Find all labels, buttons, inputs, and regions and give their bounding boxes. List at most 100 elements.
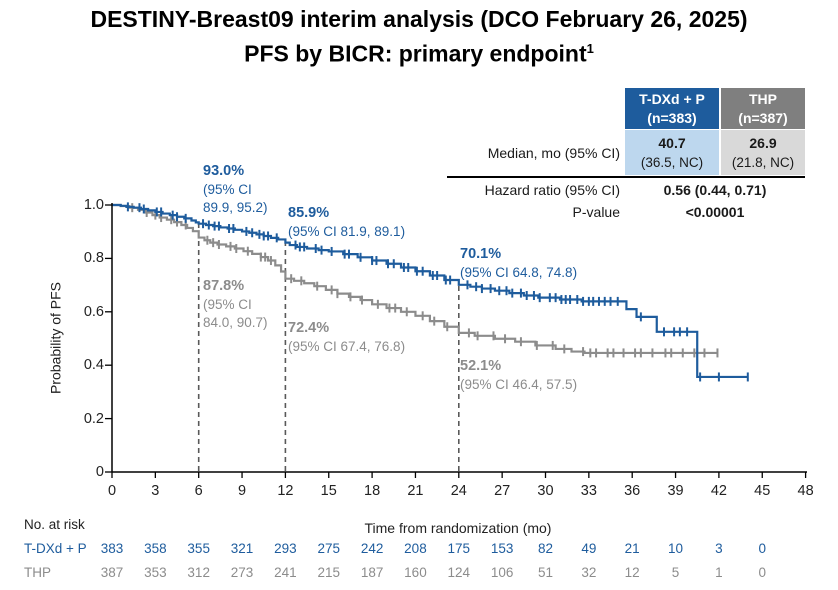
landmark-annotation-thp-6mo: 87.8% (95% CI 84.0, 90.7): [203, 277, 268, 332]
x-tick-label: 0: [107, 483, 117, 499]
title-line2: PFS by BICR: primary endpoint1: [0, 34, 838, 69]
x-tick-label: 21: [407, 483, 424, 499]
landmark-rate: 87.8%: [203, 278, 245, 294]
risk-count: 275: [317, 541, 341, 556]
x-tick-label: 33: [580, 483, 597, 499]
y-tick-label: 0.8: [83, 250, 104, 267]
risk-count: 32: [581, 565, 597, 580]
risk-count: 82: [537, 541, 554, 556]
y-tick-label: 0.2: [83, 410, 104, 427]
p-value-value: <0.00001: [685, 204, 745, 220]
landmark-ci: 89.9, 95.2): [203, 200, 268, 215]
median-value-tdxd: 40.7 (36.5, NC): [625, 130, 719, 175]
median-value-tdxd-main: 40.7: [658, 134, 686, 151]
risk-count: 51: [537, 565, 554, 580]
landmark-rate: 70.1%: [460, 246, 502, 262]
title-line2-text: PFS by BICR: primary endpoint: [244, 40, 587, 67]
risk-count: 0: [758, 565, 766, 580]
median-value-thp: 26.9 (21.8, NC): [721, 130, 805, 175]
y-axis-label: Probability of PFS: [47, 281, 64, 395]
risk-count: 1: [715, 565, 723, 580]
title-line1: DESTINY-Breast09 interim analysis (DCO F…: [90, 6, 748, 32]
risk-count: 312: [187, 565, 210, 580]
x-tick-label: 6: [194, 483, 203, 499]
risk-count: 387: [100, 565, 124, 580]
km-curve-thp: [112, 203, 718, 355]
landmark-annotation-thp-24mo: 52.1% (95% CI 46.4, 57.5): [460, 357, 577, 394]
risk-count: 242: [360, 541, 384, 556]
landmark-rate: 52.1%: [460, 358, 502, 374]
slide-title: DESTINY-Breast09 interim analysis (DCO F…: [0, 5, 838, 69]
landmark-rate: 72.4%: [288, 320, 330, 336]
hazard-ratio-label: Hazard ratio (95% CI): [484, 182, 620, 198]
risk-table-heading: No. at risk: [24, 517, 85, 532]
x-tick-label: 42: [710, 483, 727, 499]
landmark-ci: (95% CI: [203, 297, 252, 312]
landmark-ci: (95% CI 81.9, 89.1): [288, 224, 406, 239]
landmark-ci: (95% CI 64.8, 74.8): [460, 265, 578, 280]
risk-count: 49: [581, 541, 597, 556]
median-value-thp-main: 26.9: [749, 134, 777, 151]
p-value-label: P-value: [572, 204, 620, 220]
risk-count: 208: [404, 541, 427, 556]
summary-table-divider: [447, 176, 805, 178]
x-axis-label: Time from randomization (mo): [364, 520, 552, 536]
summary-header-thp-n: (n=387): [738, 109, 788, 126]
x-tick-label: 3: [151, 483, 160, 499]
y-tick-label: 1.0: [83, 197, 104, 213]
landmark-ci: (95% CI: [203, 182, 252, 197]
risk-count: 124: [447, 565, 471, 580]
risk-row-label: THP: [24, 565, 51, 580]
x-tick-label: 24: [450, 483, 467, 499]
x-tick-label: 27: [494, 483, 511, 499]
risk-count: 153: [490, 541, 514, 556]
median-value-tdxd-ci: (36.5, NC): [640, 154, 704, 170]
risk-count: 241: [274, 565, 297, 580]
x-tick-label: 36: [624, 483, 641, 499]
risk-row-label: T-DXd + P: [24, 541, 87, 556]
risk-count: 12: [624, 565, 640, 580]
x-tick-label: 45: [754, 483, 771, 499]
landmark-rate: 93.0%: [203, 163, 245, 179]
x-tick-label: 12: [277, 483, 294, 499]
y-tick-label: 0: [95, 464, 104, 480]
risk-count: 160: [404, 565, 427, 580]
median-row-label: Median, mo (95% CI): [487, 144, 620, 161]
x-tick-label: 15: [320, 483, 337, 499]
risk-count: 353: [144, 565, 167, 580]
landmark-rate: 85.9%: [288, 205, 330, 221]
median-value-thp-ci: (21.8, NC): [731, 154, 795, 170]
risk-count: 3: [715, 541, 723, 556]
x-tick-label: 18: [364, 483, 381, 499]
risk-count: 175: [447, 541, 471, 556]
risk-count: 0: [758, 541, 766, 556]
x-tick-label: 39: [667, 483, 684, 499]
risk-count: 355: [187, 541, 210, 556]
x-tick-label: 48: [797, 483, 814, 499]
summary-header-thp-name: THP: [749, 90, 777, 107]
summary-header-tdxd-n: (n=383): [647, 109, 697, 126]
risk-count: 215: [317, 565, 341, 580]
risk-count: 321: [230, 541, 254, 556]
title-footnote-marker: 1: [586, 41, 594, 56]
risk-count: 293: [274, 541, 297, 556]
summary-header-tdxd-name: T-DXd + P: [639, 90, 705, 107]
x-tick-label: 30: [537, 483, 554, 499]
hazard-ratio-value: 0.56 (0.44, 0.71): [663, 182, 767, 198]
risk-count: 21: [624, 541, 640, 556]
risk-count: 5: [671, 565, 680, 580]
summary-header-tdxd: T-DXd + P (n=383): [625, 88, 719, 129]
y-tick-label: 0.4: [83, 357, 104, 374]
landmark-ci: 84.0, 90.7): [203, 315, 268, 330]
landmark-annotation-tdxd-6mo: 93.0% (95% CI 89.9, 95.2): [203, 162, 268, 217]
risk-count: 358: [144, 541, 167, 556]
landmark-ci: (95% CI 46.4, 57.5): [460, 377, 578, 392]
landmark-annotation-thp-12mo: 72.4% (95% CI 67.4, 76.8): [288, 319, 405, 356]
landmark-annotation-tdxd-24mo: 70.1% (95% CI 64.8, 74.8): [460, 245, 577, 282]
risk-count: 383: [100, 541, 124, 556]
risk-count: 10: [668, 541, 684, 556]
landmark-annotation-tdxd-12mo: 85.9% (95% CI 81.9, 89.1): [288, 204, 405, 241]
risk-count: 106: [490, 565, 514, 580]
